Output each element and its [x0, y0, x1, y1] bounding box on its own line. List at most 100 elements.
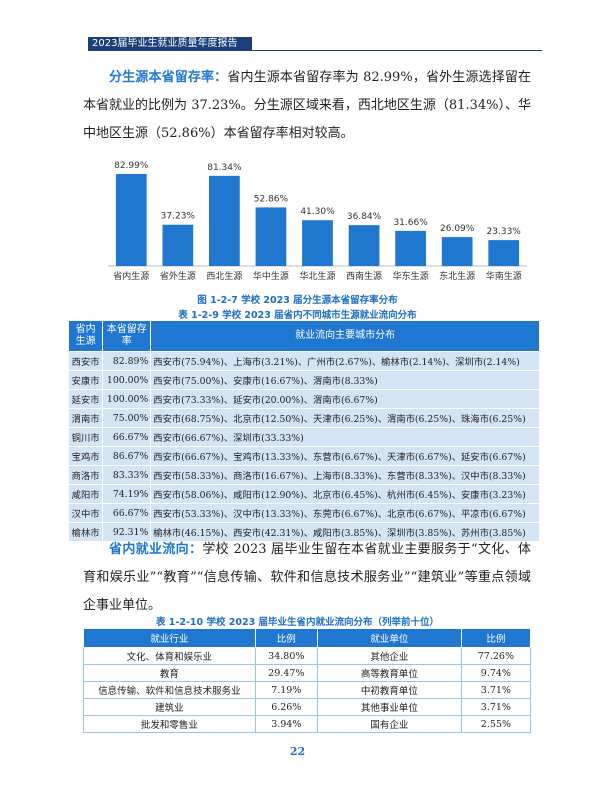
header-row: 省内生源 本省留存率 就业流向主要城市分布	[67, 320, 540, 352]
category-label: 西北生源	[206, 270, 242, 282]
header-cell: 就业单位	[316, 628, 462, 648]
category-label: 东北生源	[439, 270, 475, 282]
table-cell: 西安市(66.67%)、深圳市(33.33%)	[150, 427, 540, 447]
table-row: 宝鸡市 86.67% 西安市(66.67%)、宝鸡市(13.33%)、东营市(6.6…	[67, 446, 540, 466]
data-label: 82.99%	[114, 161, 149, 171]
figure-caption: 图 1-2-7 学校 2023 届分生源本省留存率分布	[197, 295, 398, 306]
data-label: 23.33%	[487, 227, 522, 237]
table-cell: 西安市(75.00%)、安康市(16.67%)、渭南市(8.33%)	[150, 370, 540, 390]
paragraph-lead: 分生源本省留存率：	[109, 70, 228, 85]
table-cell: 西安市(58.06%)、咸阳市(12.90%)、北京市(6.45%)、杭州市(6…	[150, 484, 540, 504]
table-cell: 92.31%	[102, 522, 152, 542]
bar	[395, 230, 426, 266]
bar	[302, 220, 333, 266]
table-cell: 安康市	[67, 370, 104, 390]
table-cell: 其他事业单位	[316, 698, 462, 716]
table-cell: 榆林市	[67, 522, 104, 542]
table-cell: 中初教育单位	[316, 681, 462, 699]
table-cell: 教育	[83, 664, 256, 682]
data-label: 41.30%	[300, 207, 335, 217]
table-row: 榆林市 92.31% 榆林市(46.15%)、西安市(42.31%)、咸阳市(3.8…	[67, 522, 540, 542]
table-cell: 西安市(68.75%)、北京市(12.50%)、天津市(6.25%)、渭南市(6…	[150, 408, 540, 428]
header-cell: 比例	[460, 628, 532, 648]
table-cell: 6.26%	[254, 698, 318, 716]
bar	[162, 224, 194, 266]
table-row: 商洛市 83.33% 西安市(58.33%)、商洛市(16.67%)、上海市(8.3…	[67, 465, 540, 485]
table-cell: 7.19%	[254, 681, 318, 699]
table-cell: 100.00%	[102, 389, 152, 409]
paragraph-lead: 省内就业流向：	[109, 542, 203, 557]
data-label: 37.23%	[161, 212, 196, 222]
table-cell: 3.94%	[254, 715, 318, 733]
table-cell: 高等教育单位	[316, 664, 462, 682]
table-cell: 渭南市	[67, 408, 104, 428]
table-row: 建筑业 6.26% 其他事业单位 3.71%	[83, 698, 532, 716]
table-row: 文化、体育和娱乐业 34.80% 其他企业 77.26%	[83, 647, 532, 665]
table-cell: 汉中市	[67, 503, 104, 523]
bar	[441, 237, 473, 266]
table-cell: 75.00%	[102, 408, 152, 428]
table-cell: 77.26%	[460, 647, 532, 665]
header-row: 就业行业 比例 就业单位 比例	[83, 628, 532, 648]
table-cell: 100.00%	[102, 370, 152, 390]
bar	[348, 225, 380, 266]
city-flow-table: 省内生源 本省留存率 就业流向主要城市分布 西安市 82.89% 西安市(75.94%)、…	[67, 320, 540, 542]
data-label: 36.84%	[347, 212, 382, 222]
table-cell: 延安市	[67, 389, 104, 409]
chart: 82.99% 省内生源 37.23% 省外生源 81.34% 西北生源 52.86% 华中生源…	[108, 161, 527, 282]
table-cell: 86.67%	[102, 446, 152, 466]
table-cell: 9.74%	[460, 664, 532, 682]
header-title: 2023届毕业生就业质量年度报告	[88, 37, 252, 51]
table-cell: 74.19%	[102, 484, 152, 504]
bar	[115, 174, 147, 266]
header-cell: 就业流向主要城市分布	[150, 320, 540, 352]
category-label: 华北生源	[299, 270, 335, 282]
table-cell: 西安市(73.33%)、延安市(20.00%)、渭南市(6.67%)	[150, 389, 540, 409]
category-label: 省外生源	[160, 270, 196, 282]
table-cell: 66.67%	[102, 427, 152, 447]
table-cell: 信息传输、软件和信息技术服务业	[83, 681, 256, 699]
table-row: 教育 29.47% 高等教育单位 9.74%	[83, 664, 532, 682]
paragraph-text: 省内生源本省留存率为 82.99%，省外生源选择留在本省就业的比例为 37.23…	[83, 70, 531, 141]
data-label: 52.86%	[254, 194, 289, 204]
page-number: 22	[289, 745, 306, 758]
paragraph: 省内就业流向：学校 2023 届毕业生留在本省就业主要服务于“文化、体育和娱乐业…	[83, 536, 531, 620]
category-label: 西南生源	[346, 270, 382, 282]
industry-flow-table: 就业行业 比例 就业单位 比例 文化、体育和娱乐业 34.80% 其他企业 77.26% 教育 2…	[83, 628, 532, 733]
paragraph: 分生源本省留存率：省内生源本省留存率为 82.99%，省外生源选择留在本省就业的…	[83, 64, 531, 148]
table-cell: 商洛市	[67, 465, 104, 485]
table-row: 西安市 82.89% 西安市(75.94%)、上海市(3.21%)、广州市(2.67…	[67, 351, 540, 371]
table-cell: 宝鸡市	[67, 446, 104, 466]
table-row: 延安市 100.00% 西安市(73.33%)、延安市(20.00%)、渭南市(6.…	[67, 389, 540, 409]
table-caption: 表 1-2-9 学校 2023 届省内不同城市生源就业流向分布	[178, 310, 417, 321]
header-cell: 就业行业	[83, 628, 256, 648]
category-label: 华东生源	[393, 270, 429, 282]
data-label: 31.66%	[393, 218, 428, 228]
table-cell: 西安市	[67, 351, 104, 371]
table-row: 信息传输、软件和信息技术服务业 7.19% 中初教育单位 3.71%	[83, 681, 532, 699]
table-cell: 2.55%	[460, 715, 532, 733]
table-caption: 表 1-2-10 学校 2023 届毕业生省内就业流向分布（列举前十位）	[156, 617, 439, 628]
data-label: 26.09%	[440, 224, 475, 234]
bar	[255, 207, 287, 266]
header-cell: 省内生源	[67, 320, 104, 352]
table-row: 铜川市 66.67% 西安市(66.67%)、深圳市(33.33%)	[67, 427, 540, 447]
bar	[209, 175, 240, 266]
header-cell: 比例	[254, 628, 318, 648]
table-cell: 83.33%	[102, 465, 152, 485]
category-label: 华中生源	[253, 270, 289, 282]
table-cell: 29.47%	[254, 664, 318, 682]
table-row: 咸阳市 74.19% 西安市(58.06%)、咸阳市(12.90%)、北京市(6.4…	[67, 484, 540, 504]
table-cell: 文化、体育和娱乐业	[83, 647, 256, 665]
table-cell: 国有企业	[316, 715, 462, 733]
table-row: 汉中市 66.67% 西安市(53.33%)、汉中市(13.33%)、东莞市(6.6…	[67, 503, 540, 523]
table-row: 安康市 100.00% 西安市(75.00%)、安康市(16.67%)、渭南市(8.…	[67, 370, 540, 390]
table-cell: 西安市(53.33%)、汉中市(13.33%)、东莞市(6.67%)、北京市(6…	[150, 503, 540, 523]
table-cell: 咸阳市	[67, 484, 104, 504]
table-cell: 66.67%	[102, 503, 152, 523]
table-cell: 其他企业	[316, 647, 462, 665]
table-cell: 榆林市(46.15%)、西安市(42.31%)、咸阳市(3.85%)、深圳市(3…	[150, 522, 540, 542]
category-label: 省内生源	[113, 270, 149, 282]
table-cell: 34.80%	[254, 647, 318, 665]
table-cell: 建筑业	[83, 698, 256, 716]
